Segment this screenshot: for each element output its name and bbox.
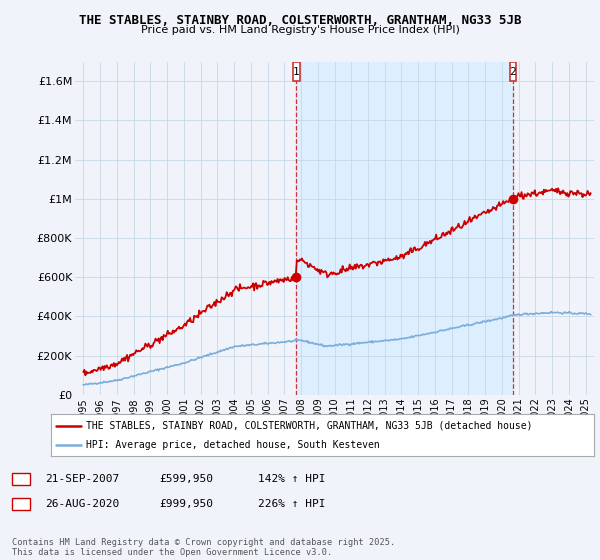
FancyBboxPatch shape [509,62,517,81]
Text: £999,950: £999,950 [159,499,213,509]
Text: 2: 2 [18,499,24,509]
Text: £599,950: £599,950 [159,474,213,484]
Text: HPI: Average price, detached house, South Kesteven: HPI: Average price, detached house, Sout… [86,440,380,450]
Text: 1: 1 [18,474,24,484]
FancyBboxPatch shape [293,62,299,81]
Text: THE STABLES, STAINBY ROAD, COLSTERWORTH, GRANTHAM, NG33 5JB (detached house): THE STABLES, STAINBY ROAD, COLSTERWORTH,… [86,421,533,431]
Text: Price paid vs. HM Land Registry's House Price Index (HPI): Price paid vs. HM Land Registry's House … [140,25,460,35]
Text: 1: 1 [293,67,300,77]
Text: 2: 2 [509,67,517,77]
Text: 21-SEP-2007: 21-SEP-2007 [45,474,119,484]
Bar [296,62,513,395]
Text: 26-AUG-2020: 26-AUG-2020 [45,499,119,509]
Text: 142% ↑ HPI: 142% ↑ HPI [258,474,325,484]
Text: Contains HM Land Registry data © Crown copyright and database right 2025.
This d: Contains HM Land Registry data © Crown c… [12,538,395,557]
Text: 226% ↑ HPI: 226% ↑ HPI [258,499,325,509]
Text: THE STABLES, STAINBY ROAD, COLSTERWORTH, GRANTHAM, NG33 5JB: THE STABLES, STAINBY ROAD, COLSTERWORTH,… [79,14,521,27]
